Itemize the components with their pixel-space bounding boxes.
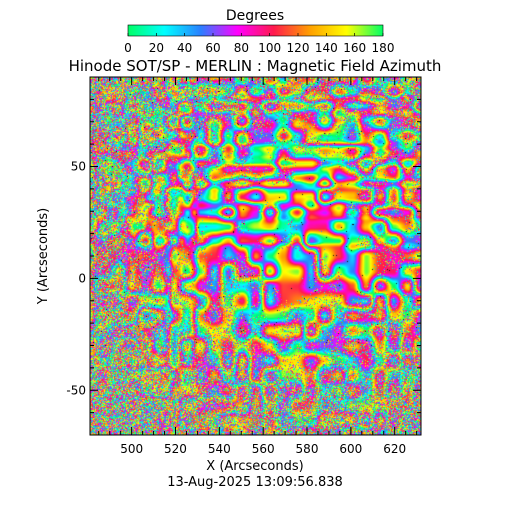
colorbar-tick-label: 180 [372, 41, 395, 55]
x-tick-label: 580 [296, 442, 319, 456]
colorbar-label: Degrees [226, 8, 284, 24]
colorbar-ticks: 0 20 40 60 80 100 120 140 160 180 [124, 33, 394, 55]
colorbar-tick-label: 160 [343, 41, 366, 55]
x-tick-label: 500 [120, 442, 143, 456]
y-tick-label: -50 [66, 383, 86, 397]
y-axis-label: Y (Arcseconds) [36, 208, 51, 305]
y-tick-label: 50 [71, 160, 86, 174]
x-tick-label: 540 [208, 442, 231, 456]
chart-title: Hinode SOT/SP - MERLIN : Magnetic Field … [69, 57, 442, 75]
colorbar-tick-label: 140 [315, 41, 338, 55]
colorbar-tick-label: 0 [124, 41, 132, 55]
x-tick-label: 520 [164, 442, 187, 456]
axis-ticks: 500 520 540 560 580 600 620 -50 0 50 [66, 76, 421, 456]
azimuth-map-image [90, 77, 421, 435]
timestamp: 13-Aug-2025 13:09:56.838 [167, 475, 343, 490]
colorbar-tick-label: 20 [149, 41, 164, 55]
x-tick-label: 620 [383, 442, 406, 456]
x-tick-label: 560 [252, 442, 275, 456]
azimuth-map [90, 77, 421, 435]
x-axis-label: X (Arcseconds) [206, 459, 303, 474]
y-tick-label: 0 [78, 271, 86, 285]
x-tick-label: 600 [339, 442, 362, 456]
colorbar-tick-label: 60 [205, 41, 220, 55]
colorbar-tick-label: 40 [177, 41, 192, 55]
colorbar-tick-label: 120 [287, 41, 310, 55]
colorbar-tick-label: 80 [234, 41, 249, 55]
colorbar [127, 24, 384, 37]
colorbar-tick-label: 100 [258, 41, 281, 55]
